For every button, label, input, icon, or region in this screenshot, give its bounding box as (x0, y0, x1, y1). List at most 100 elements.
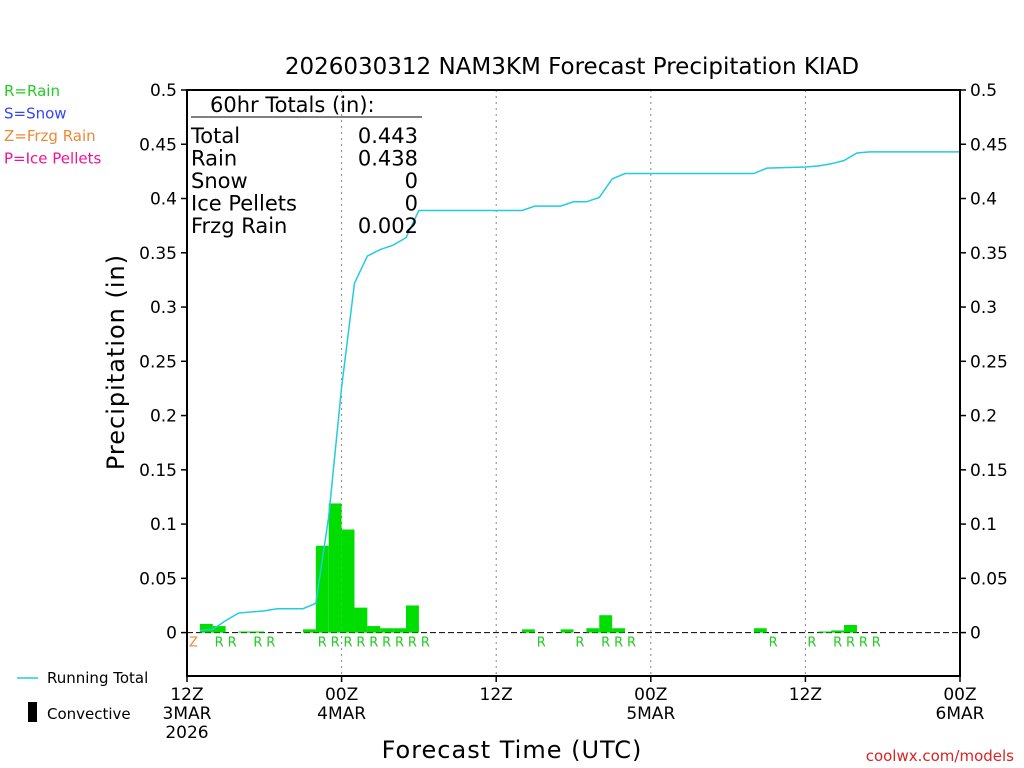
precip-type-marker: R (369, 636, 378, 651)
y-tick-label: 0.45 (970, 135, 1008, 155)
precip-type-marker: R (215, 636, 224, 651)
x-tick-label: 00Z (634, 685, 667, 705)
precip-type-legend-item: S=Snow (4, 105, 67, 123)
y-axis-label: Precipitation (in) (102, 254, 130, 470)
y-tick-label: 0.05 (970, 569, 1008, 589)
totals-box: 60hr Totals (in): Total 0.443 Rain 0.438 Sno… (190, 93, 422, 238)
convective-legend-swatch (28, 702, 37, 722)
x-tick-label: 3MAR (163, 704, 212, 724)
x-tick-label: 00Z (325, 685, 358, 705)
running-total-legend-label: Running Total (47, 669, 148, 687)
precip-type-marker: Z (189, 636, 198, 651)
y-tick-label: 0 (970, 624, 981, 644)
x-tick-label: 2026 (165, 723, 208, 743)
y-tick-label: 0.4 (150, 190, 177, 210)
precip-bar (328, 503, 342, 633)
precip-type-marker: R (382, 636, 391, 651)
y-tick-label: 0.05 (139, 569, 177, 589)
precip-bar (560, 629, 574, 633)
y-tick-label: 0.5 (150, 81, 177, 101)
totals-row-label: Ice Pellets (191, 192, 297, 216)
precip-type-marker: R (859, 636, 868, 651)
y-tick-label: 0.1 (970, 515, 997, 535)
gridlines (341, 90, 806, 676)
precip-bar (586, 628, 600, 633)
precip-bar (753, 628, 767, 633)
credit-text: coolwx.com/models (866, 747, 1014, 765)
y-tick-label: 0.3 (970, 298, 997, 318)
precip-bar (831, 630, 845, 633)
precip-bar (341, 529, 355, 633)
precip-type-marker: R (318, 636, 327, 651)
precip-bar (212, 626, 226, 633)
totals-row-label: Total (190, 124, 240, 148)
precip-bar (302, 629, 316, 633)
y-tick-label: 0.2 (970, 407, 997, 427)
y-tick-label: 0.1 (150, 515, 177, 535)
totals-row-value: 0.002 (358, 214, 418, 238)
y-tick-label: 0.35 (970, 244, 1008, 264)
precip-type-marker: R (266, 636, 275, 651)
precip-bar (393, 628, 407, 633)
totals-row-value: 0.443 (358, 124, 418, 148)
chart-title: 2026030312 NAM3KM Forecast Precipitation… (285, 54, 859, 80)
precip-bar (844, 624, 857, 633)
totals-row-value: 0 (405, 169, 418, 193)
precip-type-marker: R (408, 636, 417, 651)
precip-bars (199, 503, 857, 633)
precip-type-marker: R (356, 636, 365, 651)
totals-row-value: 0.438 (358, 147, 418, 171)
x-tick-label: 4MAR (317, 704, 366, 724)
totals-row-label: Frzg Rain (191, 214, 287, 238)
precip-bar (599, 615, 613, 633)
y-axis-left: 0.5 0.45 0.4 0.35 0.3 0.25 0.2 0.15 0.1 0.05 0 (139, 81, 187, 644)
y-tick-label: 0.25 (139, 352, 177, 372)
x-tick-label: 12Z (789, 685, 822, 705)
totals-row-value: 0 (405, 192, 418, 216)
totals-rows: Total 0.443 Rain 0.438 Snow 0 Ice Pellets 0 Frzg… (190, 124, 418, 238)
x-tick-label: 00Z (943, 685, 976, 705)
totals-heading: 60hr Totals (in): (210, 93, 375, 117)
precip-type-marker: R (421, 636, 430, 651)
precip-bar (238, 631, 252, 633)
precip-bar (367, 626, 381, 633)
x-tick-label: 12Z (170, 685, 203, 705)
plot-frame (186, 89, 961, 677)
y-tick-label: 0.15 (970, 461, 1008, 481)
precip-type-marker: R (769, 636, 778, 651)
y-tick-label: 0.2 (150, 407, 177, 427)
y-tick-label: 0.15 (139, 461, 177, 481)
x-tick-label: 12Z (480, 685, 513, 705)
precip-bar (251, 631, 265, 633)
precip-type-marker: R (331, 636, 340, 651)
precip-type-marker: R (344, 636, 353, 651)
precip-bar (521, 629, 535, 633)
precip-type-marker: R (575, 636, 584, 651)
y-tick-label: 0.3 (150, 298, 177, 318)
precip-type-marker: R (614, 636, 623, 651)
series-legend: Running Total Convective (17, 669, 148, 723)
x-tick-label: 5MAR (626, 704, 675, 724)
precip-type-marker: R (872, 636, 881, 651)
precip-type-marker: R (807, 636, 816, 651)
y-tick-label: 0.5 (970, 81, 997, 101)
precip-type-marker: R (253, 636, 262, 651)
precip-type-legend-item: Z=Frzg Rain (4, 127, 96, 145)
precip-bar (199, 623, 213, 633)
y-tick-label: 0.35 (139, 244, 177, 264)
precip-type-legend-item: P=Ice Pellets (4, 150, 101, 168)
totals-row-label: Snow (191, 169, 248, 193)
x-axis-label: Forecast Time (UTC) (382, 736, 643, 764)
convective-legend-label: Convective (47, 705, 131, 723)
precip-type-marker: R (228, 636, 237, 651)
precip-type-marker: R (395, 636, 404, 651)
precip-bar (818, 631, 832, 633)
precip-type-marker: R (846, 636, 855, 651)
x-tick-label: 6MAR (936, 704, 985, 724)
precip-type-legend: R=Rain S=Snow Z=Frzg Rain P=Ice Pellets (4, 82, 101, 168)
precip-bar (315, 545, 329, 633)
precip-type-marker: R (627, 636, 636, 651)
